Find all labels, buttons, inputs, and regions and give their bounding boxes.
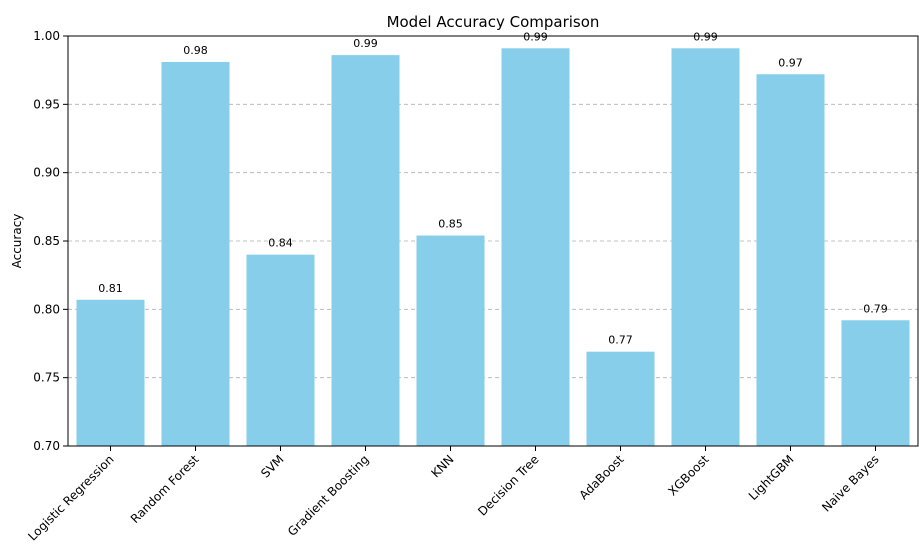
x-tick-label: XGBoost	[665, 452, 711, 498]
y-tick-label: 0.70	[33, 439, 60, 453]
bar	[246, 254, 315, 446]
bar	[161, 61, 230, 446]
x-tick-label: AdaBoost	[577, 452, 627, 502]
bar	[76, 299, 145, 446]
x-ticks: Logistic Regression Random Forest SVMGradi…	[25, 446, 882, 544]
data-labels: 0.81 0.98 0.84 0.99 0.85 0.99 0.77 0.99 0.97 0.79	[98, 30, 888, 346]
x-tick-label: Random Forest	[128, 452, 202, 526]
bar-value-label: 0.97	[778, 56, 803, 69]
bar	[501, 48, 570, 447]
x-tick-label: LightGBM	[746, 452, 797, 503]
y-tick-label: 0.85	[33, 234, 60, 248]
x-tick-label: Naive Bayes	[819, 452, 881, 514]
bar	[756, 74, 825, 447]
bar	[586, 351, 655, 446]
x-tick-label: Decision Tree	[475, 452, 541, 518]
bar-value-label: 0.79	[863, 302, 888, 315]
bar	[841, 320, 910, 446]
bar-value-label: 0.99	[693, 30, 718, 43]
bar-value-label: 0.85	[438, 218, 463, 231]
chart-title: Model Accuracy Comparison	[387, 13, 600, 31]
y-tick-label: 1.00	[33, 29, 60, 43]
bar-value-label: 0.81	[98, 282, 123, 295]
bar	[416, 235, 485, 446]
y-tick-label: 0.80	[33, 302, 60, 316]
x-tick-label: Gradient Boosting	[285, 452, 372, 539]
x-tick-label: SVM	[258, 452, 286, 480]
bar-value-label: 0.98	[183, 44, 208, 57]
bar	[331, 55, 400, 447]
bar-value-label: 0.99	[523, 30, 548, 43]
bar-value-label: 0.99	[353, 37, 378, 50]
bar-value-label: 0.84	[268, 237, 293, 250]
bar-value-label: 0.77	[608, 334, 633, 347]
bars	[76, 48, 910, 447]
x-tick-label: KNN	[428, 452, 456, 480]
bar	[671, 48, 740, 447]
y-axis-title: Accuracy	[10, 214, 24, 269]
y-tick-label: 0.95	[33, 97, 60, 111]
x-tick-label: Logistic Regression	[25, 452, 116, 543]
y-ticks: 0.70 0.75 0.80 0.85 0.90 0.95 1.00	[33, 29, 68, 453]
y-tick-label: 0.90	[33, 166, 60, 180]
y-tick-label: 0.75	[33, 371, 60, 385]
